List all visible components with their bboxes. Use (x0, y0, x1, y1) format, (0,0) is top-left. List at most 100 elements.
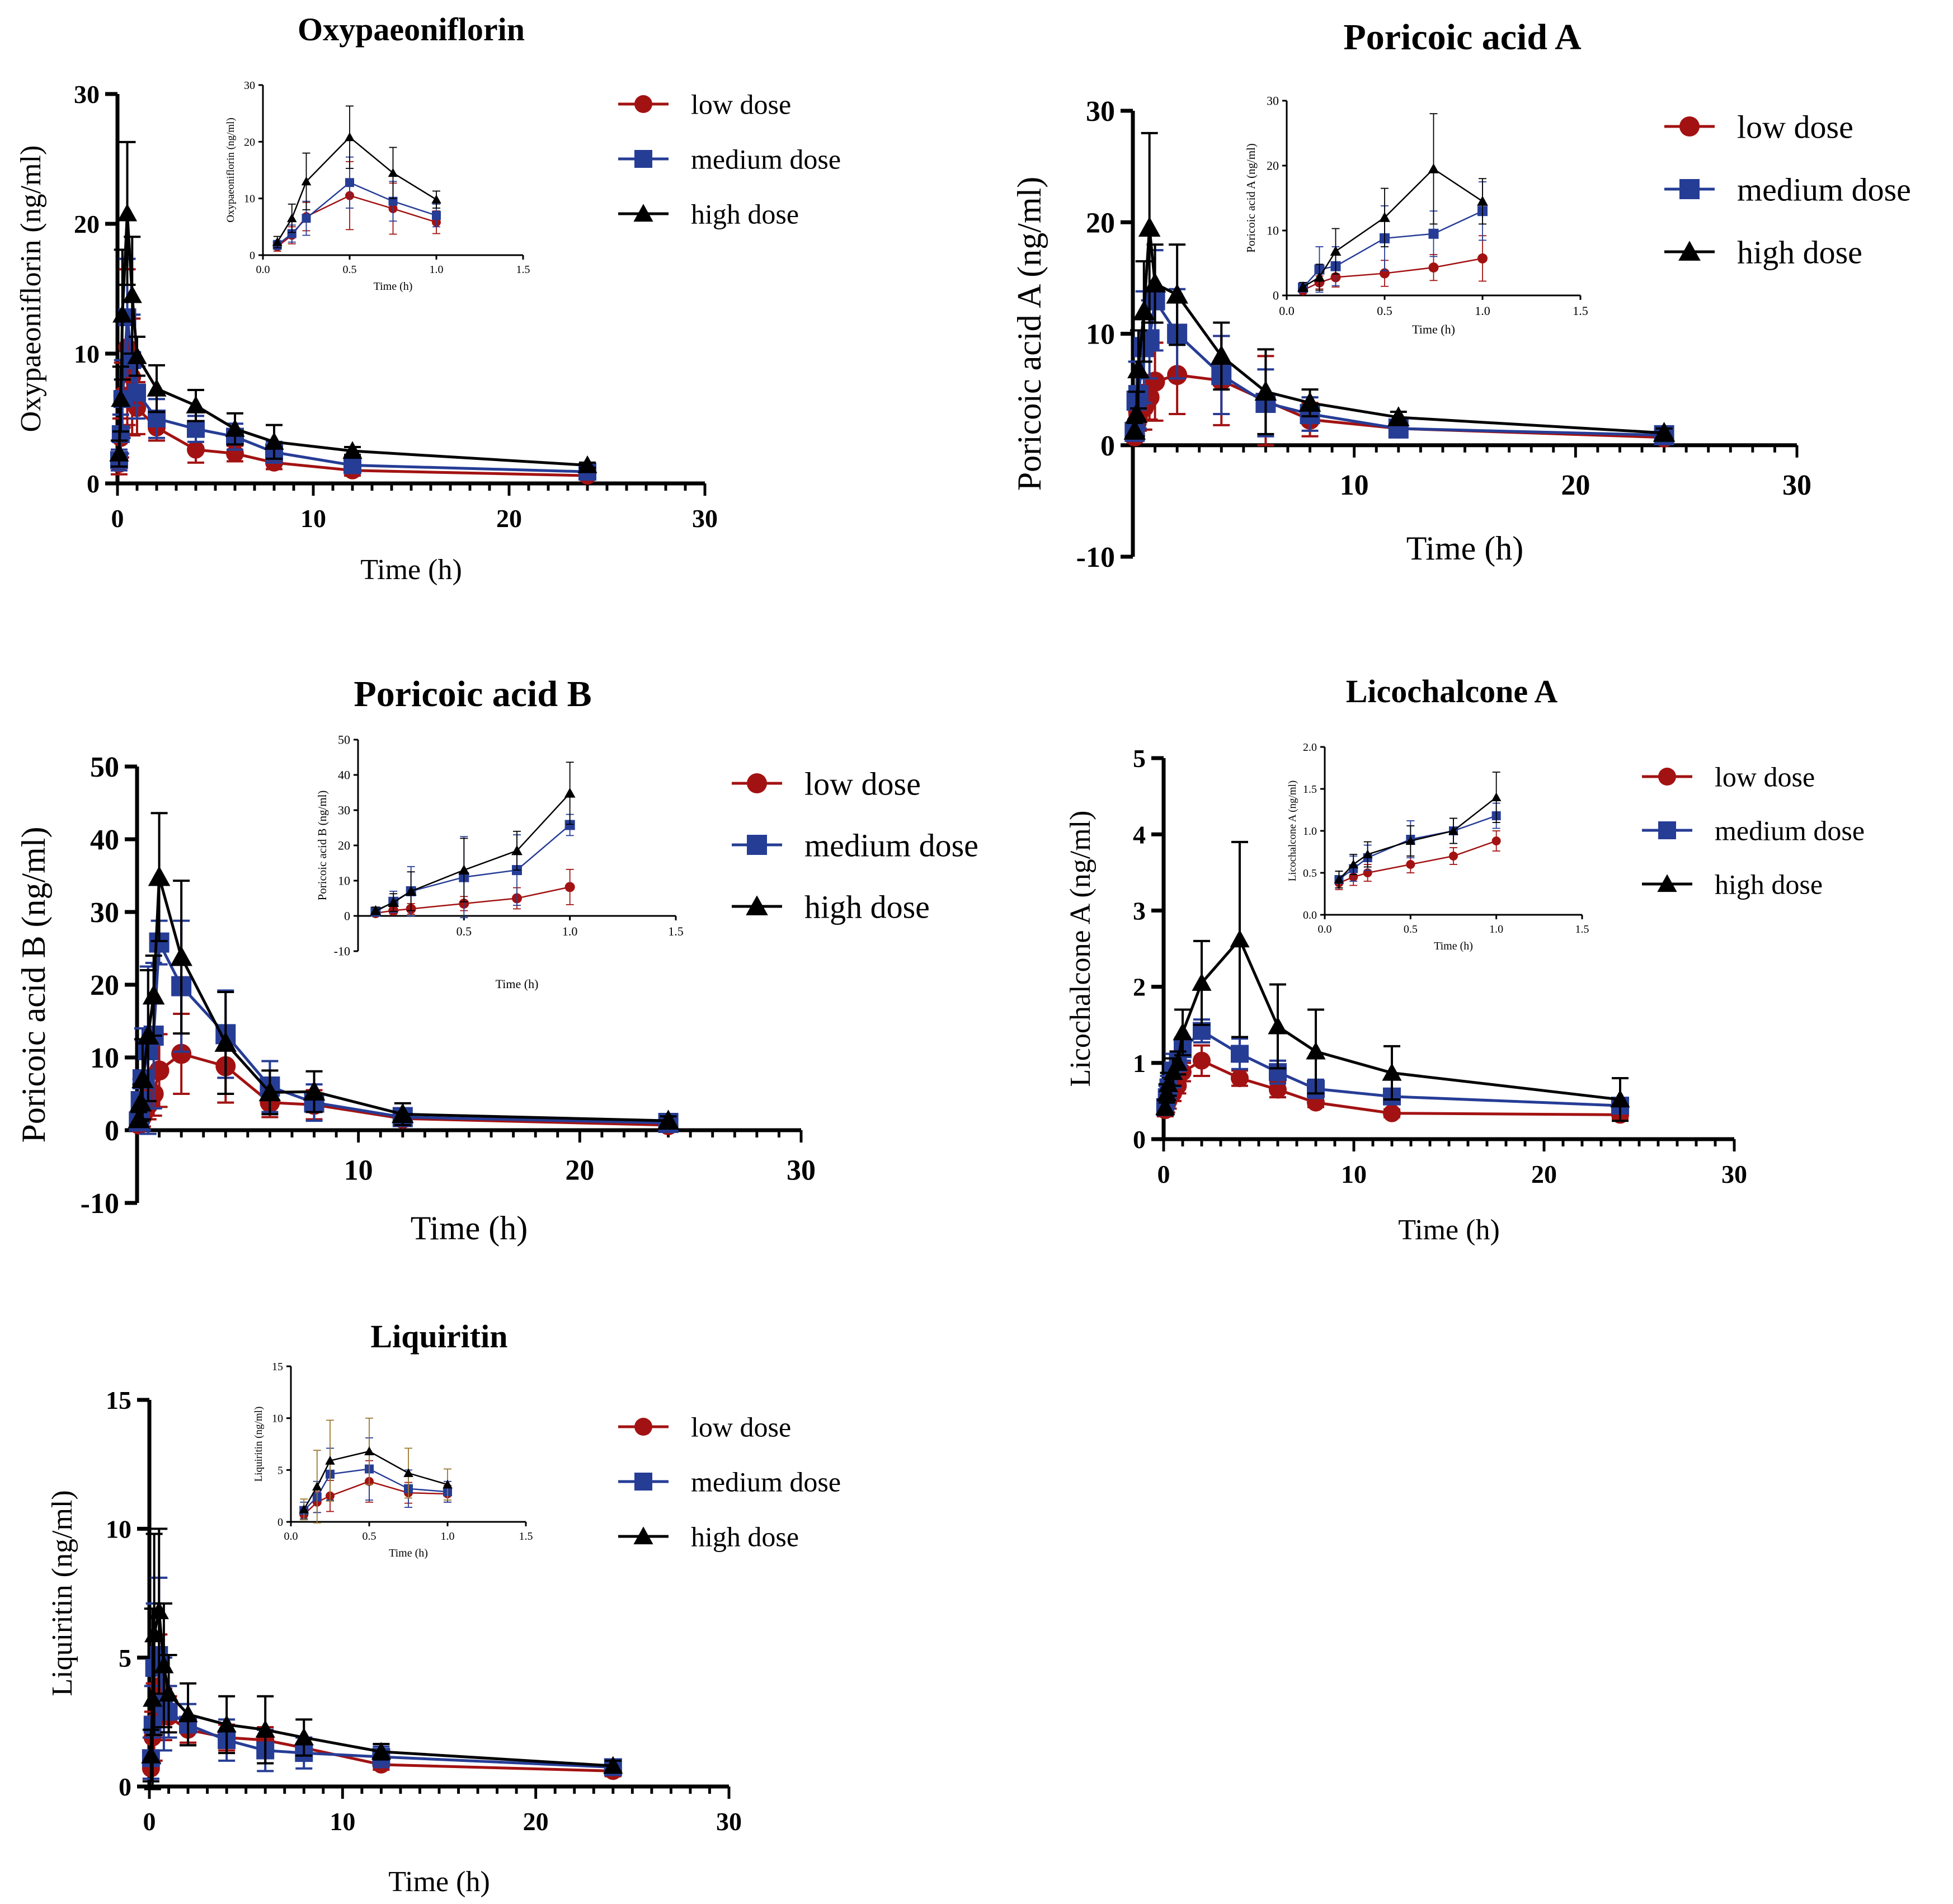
inset-y-tick-label: 1.5 (1303, 783, 1317, 796)
main-point-low (1269, 1080, 1287, 1099)
inset-point-high (299, 1504, 309, 1513)
main-y-tick-label: 0 (87, 469, 100, 498)
main-point-medium (128, 383, 146, 402)
main-line-high (117, 213, 588, 467)
main-point-high (122, 285, 142, 303)
inset-y-tick-label: 20 (1267, 159, 1279, 173)
inset-y-axis-label: Liquiritin (ng/ml) (253, 1407, 265, 1482)
inset-point-high (388, 897, 399, 907)
chart-licochalcone_a: Licochalcone A 0 1 2 3 4 5 0 10 20 30 Time (h) Licoc… (1065, 673, 1865, 1246)
main-y-tick-label: -10 (81, 1188, 119, 1220)
main-point-high (129, 1091, 152, 1112)
inset-point-high (1334, 875, 1344, 884)
inset-point-high (405, 886, 417, 896)
legend-marker-high (1678, 241, 1701, 261)
main-point-high (264, 432, 284, 450)
inset-line-low (276, 195, 437, 247)
inset-point-high (286, 213, 297, 223)
main-plot-poricoic_a: -10 0 10 20 30 10 20 30 Time (h) Poricoic acid A … (1011, 96, 1811, 573)
inset-point-high (1330, 246, 1342, 256)
inset-point-low (564, 882, 575, 892)
inset-point-high (1491, 792, 1502, 802)
inset-series-medium (1298, 181, 1488, 293)
inset-point-high (1405, 836, 1416, 845)
inset-line-medium (1302, 210, 1483, 288)
inset-series-high (299, 1417, 453, 1524)
main-point-high (141, 1746, 161, 1764)
inset-point-high (1477, 195, 1488, 206)
main-y-tick-label: 0 (1133, 1125, 1146, 1154)
main-x-axis-label: Time (h) (1398, 1214, 1500, 1246)
inset-line-high (303, 1450, 448, 1510)
legend-marker-low (1679, 116, 1700, 137)
main-series-high (1155, 840, 1630, 1122)
inset-point-high (325, 1455, 335, 1465)
legend-marker-high (633, 204, 653, 222)
inset-y-tick-label: 2.0 (1303, 741, 1317, 754)
inset-line-low (375, 886, 570, 914)
main-x-tick-label: 0 (111, 504, 124, 533)
main-point-high (1173, 1022, 1193, 1041)
main-y-tick-label: 0 (119, 1773, 131, 1801)
legend-marker-low (747, 773, 767, 793)
legend: low dose medium dose high dose (618, 1412, 841, 1553)
main-x-tick-label: 10 (1341, 1160, 1367, 1188)
legend-marker-medium (634, 1473, 652, 1491)
main-point-medium (343, 456, 361, 474)
inset-y-tick-label: 0 (277, 1516, 283, 1529)
main-point-medium (1231, 1045, 1249, 1063)
main-y-tick-label: 10 (90, 1042, 119, 1074)
legend-label-low: low dose (691, 89, 791, 120)
chart-liquiritin: Liquiritin 0 5 10 15 0 10 20 30 Time (h) Liquiriti… (46, 1318, 841, 1898)
main-point-high (1125, 403, 1148, 423)
inset-x-axis-label: Time (h) (374, 280, 413, 293)
legend-label-low: low dose (1737, 109, 1853, 145)
main-point-high (142, 984, 165, 1005)
inset-x-tick-label: 1.0 (1489, 923, 1503, 935)
legend-label-high: high dose (1737, 234, 1862, 270)
inset-x-tick-label: 1.0 (441, 1530, 455, 1543)
main-point-high (127, 346, 147, 364)
main-x-tick-label: 20 (1531, 1160, 1557, 1188)
inset-x-tick-label: 1.5 (516, 264, 530, 276)
inset-plot-oxypaeoniflorin: 0 10 20 30 0.0 0.5 1.0 1.5 Time (h) Oxypaeoniflor… (225, 79, 530, 293)
main-y-tick-label: 2 (1133, 973, 1146, 1002)
main-y-axis-label: Licochalcone A (ng/ml) (1065, 811, 1096, 1087)
main-y-tick-label: 1 (1133, 1049, 1146, 1078)
inset-x-tick-label: 1.5 (519, 1530, 533, 1543)
legend-marker-medium (747, 835, 767, 855)
main-series-high (109, 140, 597, 473)
main-point-high (1610, 1089, 1630, 1108)
inset-series-high (1334, 772, 1502, 888)
inset-point-high (443, 1479, 453, 1489)
legend: low dose medium dose high dose (618, 89, 841, 230)
inset-y-axis-label: Poricoic acid B (ng/ml) (316, 791, 329, 901)
inset-y-tick-label: 0 (250, 250, 255, 262)
main-y-tick-label: 50 (90, 751, 119, 783)
main-point-high (1163, 1062, 1183, 1080)
inset-x-tick-label: 0.5 (457, 924, 472, 938)
main-point-high (1166, 283, 1188, 304)
main-x-tick-label: 30 (692, 504, 718, 533)
legend: low dose medium dose high dose (732, 765, 978, 925)
main-x-tick-label: 10 (344, 1154, 373, 1186)
legend-label-medium: medium dose (691, 1466, 841, 1498)
main-point-low (187, 440, 205, 459)
main-x-tick-label: 20 (1561, 469, 1590, 501)
main-x-tick-label: 30 (787, 1154, 816, 1186)
inset-point-high (301, 176, 312, 186)
main-y-tick-label: 10 (74, 340, 100, 368)
main-y-tick-label: 20 (90, 970, 119, 1002)
inset-y-tick-label: 40 (338, 768, 350, 782)
main-point-high (111, 389, 131, 407)
main-point-high (1382, 1063, 1402, 1081)
main-plot-liquiritin: 0 5 10 15 0 10 20 30 Time (h) Liquiritin (ng/ml) (46, 1386, 742, 1898)
inset-x-axis-label: Time (h) (496, 977, 539, 991)
main-x-tick-label: 20 (565, 1154, 594, 1186)
main-y-tick-label: 4 (1133, 820, 1146, 849)
main-x-tick-label: 10 (330, 1807, 355, 1836)
inset-point-medium (564, 820, 575, 830)
main-point-high (148, 866, 171, 886)
legend-marker-high (633, 1526, 653, 1545)
